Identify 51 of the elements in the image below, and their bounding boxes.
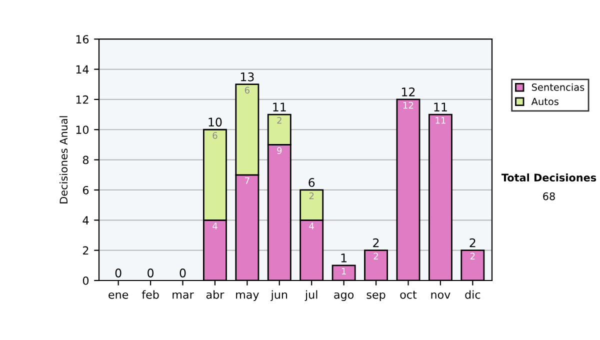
x-tick-label: abr [206,290,224,299]
x-tick-label: ene [108,292,128,299]
x-tick-label: ago [334,292,354,301]
total-label: 10 [208,118,222,127]
data-label: 2 [470,252,475,260]
data-label: 2 [277,116,282,124]
x-tick-label: jul [304,290,318,301]
y-tick-label: 14 [76,65,89,74]
x-tick-label: may [236,292,259,301]
data-label: 7 [245,177,250,184]
y-tick-label: 0 [82,276,89,285]
data-label: 2 [374,252,378,260]
total-label: 2 [373,238,379,248]
y-axis-title: Decisiones Anual [60,116,68,204]
text: Total Decisiones [501,173,596,182]
y-tick-label: 2 [83,246,88,255]
total-label: 11 [434,102,447,112]
data-label: 9 [277,147,282,154]
total-label: 12 [402,87,415,96]
y-tick-label: 16 [76,35,89,44]
data-label: 1 [342,268,346,275]
data-label: 2 [309,192,314,200]
total-label: 6 [308,178,315,187]
total-label: 0 [115,268,122,278]
x-tick-label: feb [142,290,159,299]
x-tick-label: dic [465,290,480,299]
x-tick-label: sep [366,292,386,301]
data-label: 12 [403,102,414,109]
total-label: 13 [240,72,254,82]
data-label: 6 [212,132,218,139]
x-tick-label: oct [400,290,417,299]
total-label: 0 [148,268,154,278]
data-label: 11 [436,117,446,124]
legend-label: Autos [531,98,558,106]
y-tick-label: 10 [76,126,89,134]
y-tick-label: 8 [82,156,89,164]
x-tick-label: mar [172,292,194,299]
y-tick-label: 12 [76,95,88,104]
total-label: 2 [470,238,476,248]
text: 68 [543,192,555,200]
data-label: 4 [212,222,218,230]
data-label: 6 [244,86,250,94]
y-tick-label: 6 [82,186,89,194]
x-tick-label: nov [431,292,450,299]
legend-label: Sentencias [532,83,584,91]
total-label: 0 [180,268,186,278]
data-label: 4 [309,222,314,230]
x-tick-label: jun [270,290,288,301]
total-label: 1 [341,254,346,262]
total-label: 11 [273,102,286,112]
y-tick-label: 4 [82,216,89,224]
